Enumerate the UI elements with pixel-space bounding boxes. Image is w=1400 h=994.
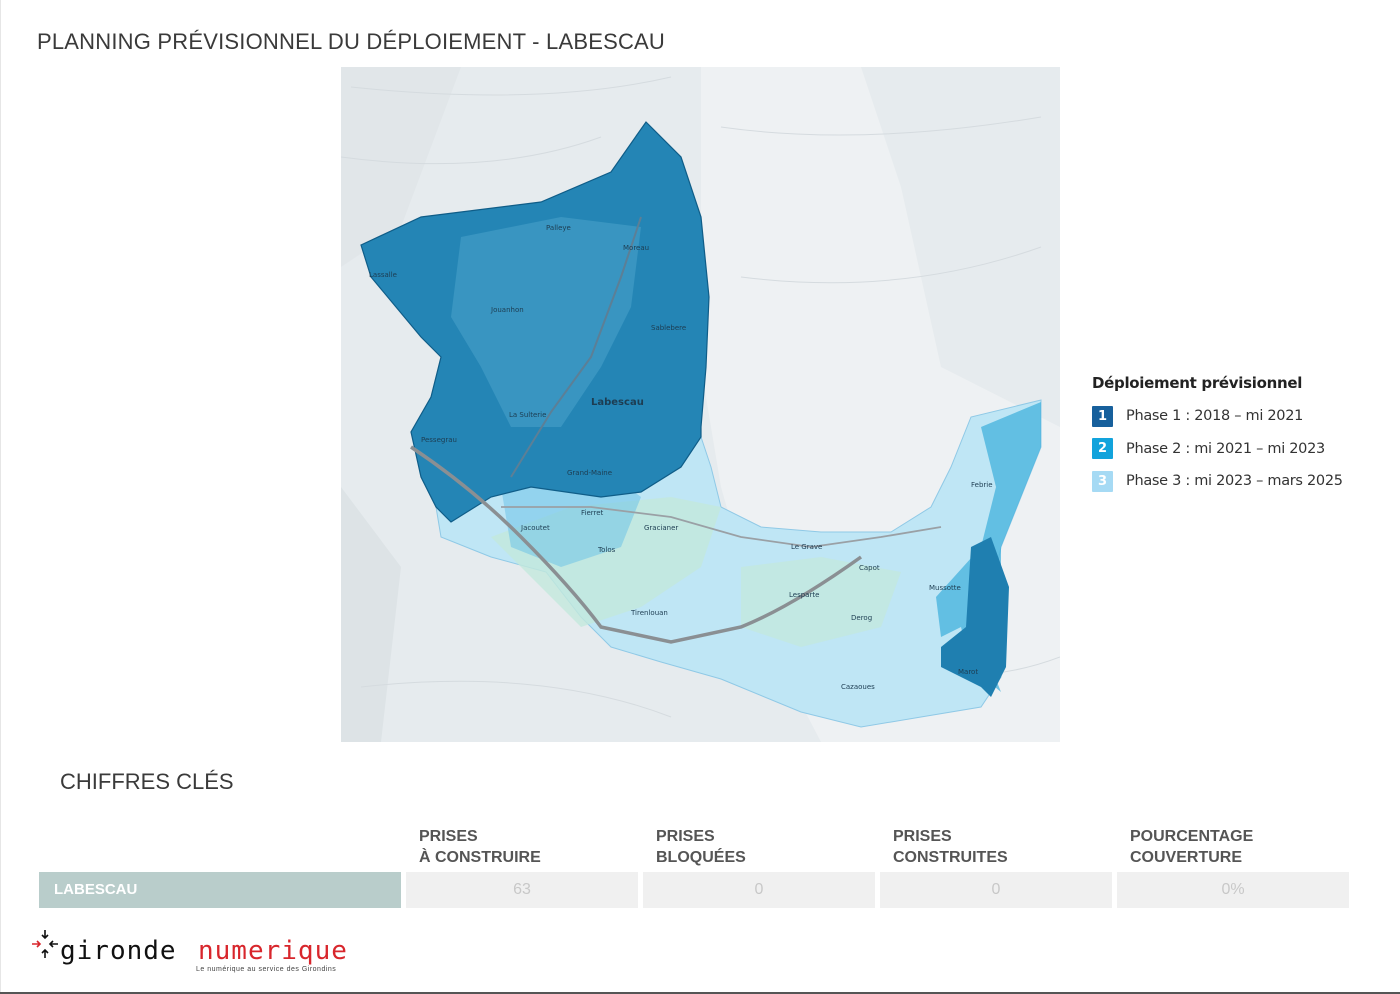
place-label: Lassalle bbox=[369, 271, 397, 279]
value-prises-a-construire: 63 bbox=[406, 872, 638, 908]
place-label: Marot bbox=[958, 668, 978, 676]
value-prises-bloquees: 0 bbox=[643, 872, 875, 908]
value-prises-construites: 0 bbox=[880, 872, 1112, 908]
place-label: Tirenlouan bbox=[630, 609, 668, 617]
place-label: Grand-Maine bbox=[567, 469, 612, 477]
place-label: Palleye bbox=[546, 224, 571, 232]
place-label: La Sulterie bbox=[509, 411, 546, 419]
map-terrain-shade-2 bbox=[341, 67, 461, 267]
phase1-zone-light bbox=[451, 217, 641, 427]
legend-label-phase-3: Phase 3 : mi 2023 – mars 2025 bbox=[1126, 473, 1343, 490]
column-header-prises-construites: PRISES CONSTRUITES bbox=[893, 828, 1008, 866]
deployment-map[interactable]: Palleye Moreau Lassalle Jouanhon Labesca… bbox=[341, 67, 1060, 742]
place-label: Sablebere bbox=[651, 324, 686, 332]
page-title: PLANNING PRÉVISIONNEL DU DÉPLOIEMENT - L… bbox=[37, 29, 665, 54]
legend-label-phase-2: Phase 2 : mi 2021 – mi 2023 bbox=[1126, 440, 1325, 457]
place-label: Lesparte bbox=[789, 591, 819, 599]
legend-swatch-phase-3: 3 bbox=[1092, 470, 1113, 492]
key-figures-title: CHIFFRES CLÉS bbox=[60, 769, 234, 794]
legend-label-phase-1: Phase 1 : 2018 – mi 2021 bbox=[1126, 408, 1304, 425]
place-label: Febrie bbox=[971, 481, 993, 489]
phase1-zone-east[interactable] bbox=[941, 537, 1009, 697]
column-header-prises-a-construire: PRISES À CONSTRUIRE bbox=[419, 828, 541, 866]
page-bottom-border bbox=[0, 992, 1400, 994]
legend-swatch-phase-1: 1 bbox=[1092, 405, 1113, 427]
map-canvas: Palleye Moreau Lassalle Jouanhon Labesca… bbox=[341, 67, 1060, 742]
legend-item-phase-2: 2 Phase 2 : mi 2021 – mi 2023 bbox=[1092, 433, 1392, 466]
place-label: Mussotte bbox=[929, 584, 961, 592]
place-label: Tolos bbox=[597, 546, 616, 554]
logo-word-gironde: gironde bbox=[60, 936, 177, 966]
place-label: Pessegrau bbox=[421, 436, 457, 444]
place-label: Le Grave bbox=[791, 543, 822, 551]
place-label: Derog bbox=[851, 614, 872, 622]
map-terrain-shade bbox=[341, 487, 401, 742]
place-label: Gracianer bbox=[644, 524, 678, 532]
logo-arrows-icon bbox=[32, 930, 58, 958]
place-label: Cazaoues bbox=[841, 683, 875, 691]
place-label: Jouanhon bbox=[490, 306, 524, 314]
place-label: Fierret bbox=[581, 509, 604, 517]
main-road bbox=[410, 445, 863, 644]
column-header-pourcentage-couverture: POURCENTAGE COUVERTURE bbox=[1130, 828, 1254, 866]
legend-swatch-phase-2: 2 bbox=[1092, 438, 1113, 460]
legend-title: Déploiement prévisionnel bbox=[1092, 374, 1303, 392]
column-header-prises-bloquees: PRISES BLOQUÉES bbox=[656, 828, 746, 866]
value-pourcentage-couverture: 0% bbox=[1117, 872, 1349, 908]
logo-word-numerique: numerique bbox=[198, 936, 348, 966]
legend-item-phase-3: 3 Phase 3 : mi 2023 – mars 2025 bbox=[1092, 465, 1392, 498]
secondary-road bbox=[501, 506, 942, 548]
page-left-border bbox=[0, 0, 1, 994]
logo-tagline: Le numérique au service des Girondins bbox=[196, 966, 337, 973]
place-label: Capot bbox=[859, 564, 880, 572]
row-label-commune: LABESCAU bbox=[39, 872, 401, 908]
gironde-numerique-logo: gironde numerique Le numérique au servic… bbox=[30, 926, 375, 978]
place-label: Moreau bbox=[623, 244, 649, 252]
map-legend: Déploiement prévisionnel 1 Phase 1 : 201… bbox=[1092, 374, 1392, 498]
legend-item-phase-1: 1 Phase 1 : 2018 – mi 2021 bbox=[1092, 400, 1392, 433]
place-label: Labescau bbox=[591, 397, 644, 408]
map-bg-roads bbox=[341, 76, 1060, 718]
phase3-zone-green-2 bbox=[741, 557, 901, 647]
place-label: Jacoutet bbox=[520, 524, 550, 532]
north-road bbox=[510, 216, 642, 478]
